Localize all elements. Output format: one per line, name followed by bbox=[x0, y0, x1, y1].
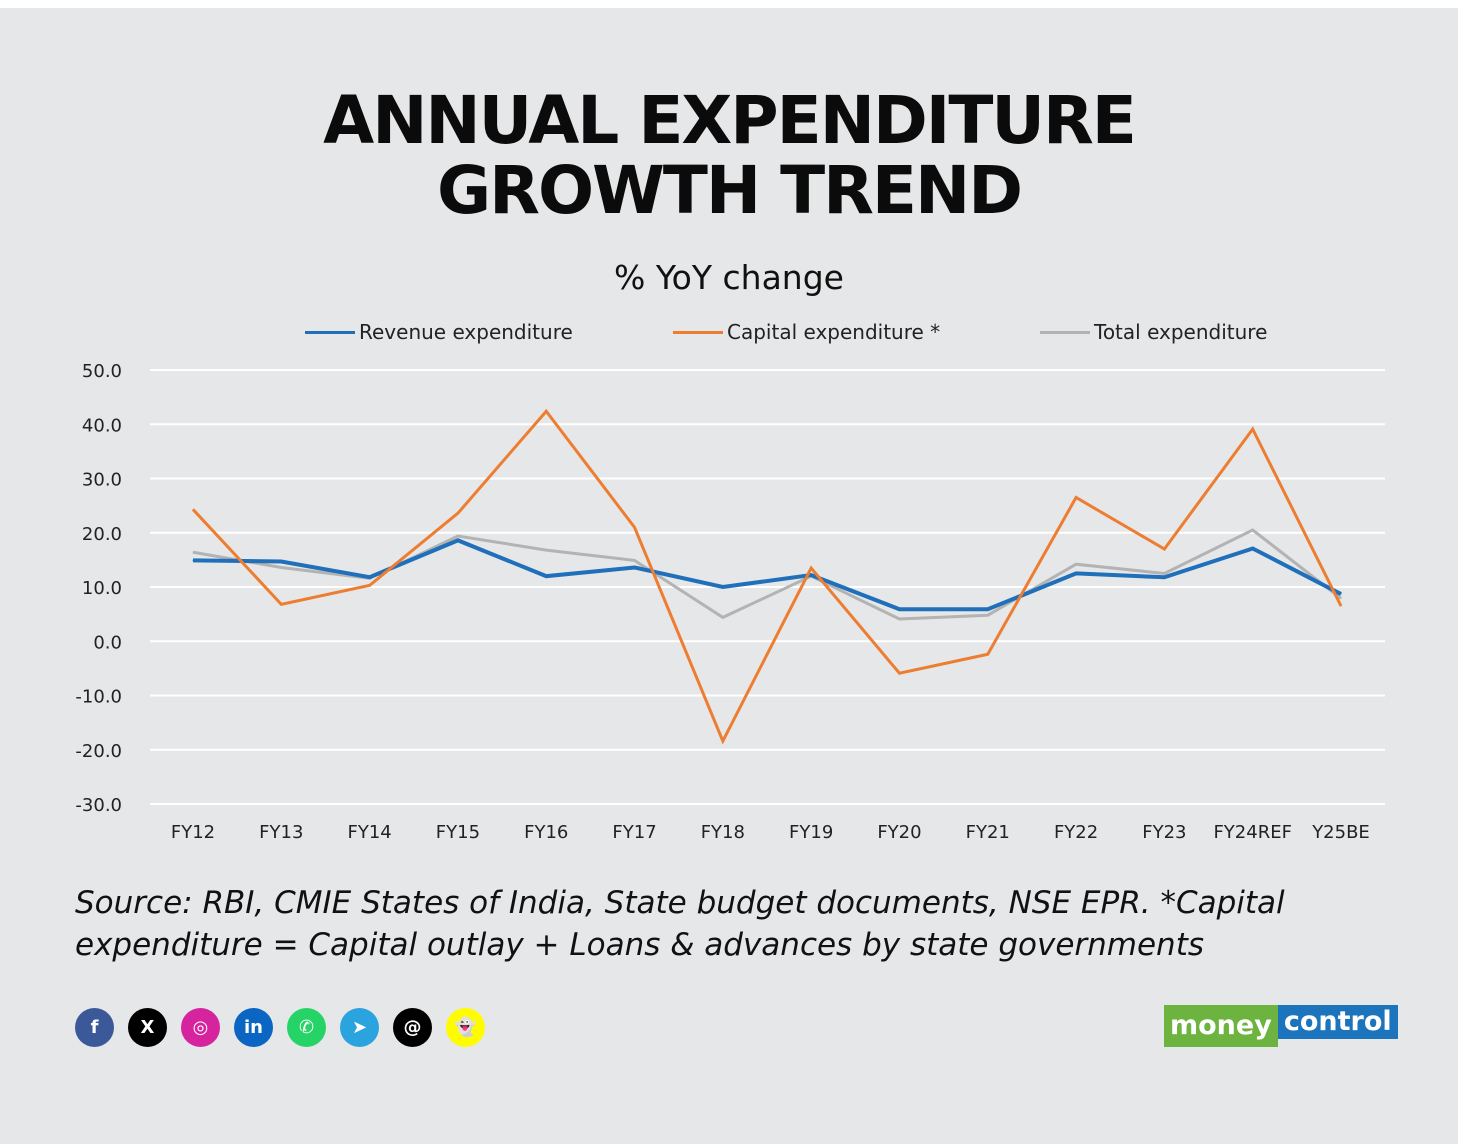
moneycontrol-logo: money control bbox=[1164, 1005, 1398, 1047]
data-point bbox=[1163, 572, 1165, 574]
data-point bbox=[1163, 576, 1165, 578]
data-point bbox=[634, 559, 636, 561]
legend-label: Capital expenditure * bbox=[727, 320, 941, 344]
social-icons: f X ◎ in ✆ ➤ @ 👻 bbox=[75, 1008, 485, 1047]
data-point bbox=[987, 608, 989, 610]
data-point bbox=[987, 653, 989, 655]
x-tick-label: FY24REF bbox=[1213, 822, 1292, 843]
x-tick-label: Y25BE bbox=[1311, 822, 1370, 843]
data-point bbox=[192, 559, 194, 561]
x-tick-label: FY22 bbox=[1054, 822, 1098, 843]
x-tick-label: FY12 bbox=[171, 822, 215, 843]
data-point bbox=[280, 566, 282, 568]
source-note: Source: RBI, CMIE States of India, State… bbox=[75, 885, 1285, 963]
data-point bbox=[898, 672, 900, 674]
data-point bbox=[1340, 597, 1342, 599]
instagram-icon[interactable]: ◎ bbox=[181, 1008, 220, 1047]
x-tick-label: FY15 bbox=[436, 822, 480, 843]
logo-control: control bbox=[1277, 1005, 1398, 1039]
data-point bbox=[810, 567, 812, 569]
y-tick-label: 20.0 bbox=[82, 524, 122, 545]
data-point bbox=[280, 561, 282, 563]
data-point bbox=[634, 566, 636, 568]
chart-subtitle: % YoY change bbox=[614, 258, 844, 297]
infographic-card bbox=[0, 8, 1458, 1144]
chart-title: ANNUAL EXPENDITURE GROWTH TREND bbox=[0, 86, 1458, 226]
series-line-capital-expenditure bbox=[191, 408, 1343, 745]
x-tick-label: FY13 bbox=[259, 822, 303, 843]
data-point bbox=[1252, 529, 1254, 531]
facebook-icon[interactable]: f bbox=[75, 1008, 114, 1047]
data-point bbox=[898, 618, 900, 620]
line-chart: 50.0 40.0 30.0 20.0 10.0 0.0 -10.0 -20.0 -30.0 FY… bbox=[75, 361, 1385, 843]
legend-label: Revenue expenditure bbox=[359, 320, 573, 344]
data-point bbox=[457, 535, 459, 537]
data-point bbox=[634, 526, 636, 528]
legend-swatch bbox=[305, 330, 355, 334]
snapchat-icon[interactable]: 👻 bbox=[446, 1008, 485, 1047]
data-point bbox=[1252, 428, 1254, 430]
data-point bbox=[987, 614, 989, 616]
data-point bbox=[898, 608, 900, 610]
y-tick-label: 30.0 bbox=[82, 470, 122, 491]
legend-revenue: Revenue expenditure bbox=[305, 320, 573, 344]
x-tick-label: FY21 bbox=[966, 822, 1010, 843]
legend-total: Total expenditure bbox=[1040, 320, 1267, 344]
x-tick-label: FY14 bbox=[347, 822, 391, 843]
data-point bbox=[280, 603, 282, 605]
title-line-1: ANNUAL EXPENDITURE bbox=[323, 82, 1137, 159]
x-tick-label: FY23 bbox=[1142, 822, 1186, 843]
x-tick-label: FY17 bbox=[612, 822, 656, 843]
legend-swatch bbox=[673, 330, 723, 334]
telegram-icon[interactable]: ➤ bbox=[340, 1008, 379, 1047]
data-point bbox=[722, 586, 724, 588]
y-tick-label: -10.0 bbox=[75, 687, 122, 708]
data-point bbox=[1340, 605, 1342, 607]
x-tick-label: FY16 bbox=[524, 822, 568, 843]
data-point bbox=[722, 616, 724, 618]
data-point bbox=[722, 740, 724, 742]
threads-icon[interactable]: @ bbox=[393, 1008, 432, 1047]
series-line-revenue-expenditure bbox=[192, 538, 1342, 612]
data-point bbox=[1075, 572, 1077, 574]
y-tick-label: -20.0 bbox=[75, 741, 122, 762]
linkedin-icon[interactable]: in bbox=[234, 1008, 273, 1047]
y-tick-label: 0.0 bbox=[93, 632, 122, 653]
data-point bbox=[545, 410, 547, 412]
data-point bbox=[1075, 563, 1077, 565]
data-point bbox=[192, 508, 194, 510]
y-tick-label: 40.0 bbox=[82, 415, 122, 436]
data-point bbox=[192, 551, 194, 553]
data-point bbox=[1075, 496, 1077, 498]
x-tick-label: FY18 bbox=[701, 822, 745, 843]
data-point bbox=[810, 574, 812, 576]
data-point bbox=[457, 512, 459, 514]
y-tick-label: 50.0 bbox=[82, 361, 122, 382]
data-point bbox=[1340, 593, 1342, 595]
legend-label: Total expenditure bbox=[1094, 320, 1268, 344]
data-point bbox=[545, 575, 547, 577]
data-point bbox=[369, 576, 371, 578]
x-tick-label: FY19 bbox=[789, 822, 833, 843]
x-tick-label: FY20 bbox=[877, 822, 921, 843]
data-point bbox=[1252, 547, 1254, 549]
y-tick-label: 10.0 bbox=[82, 578, 122, 599]
whatsapp-icon[interactable]: ✆ bbox=[287, 1008, 326, 1047]
data-point bbox=[1163, 548, 1165, 550]
x-icon[interactable]: X bbox=[128, 1008, 167, 1047]
logo-money: money bbox=[1164, 1005, 1278, 1047]
y-tick-label: -30.0 bbox=[75, 795, 122, 816]
title-line-2: GROWTH TREND bbox=[436, 152, 1023, 229]
legend-capital: Capital expenditure * bbox=[673, 320, 940, 344]
data-point bbox=[369, 584, 371, 586]
legend-swatch bbox=[1040, 330, 1090, 334]
data-point bbox=[457, 539, 459, 541]
data-point bbox=[545, 549, 547, 551]
